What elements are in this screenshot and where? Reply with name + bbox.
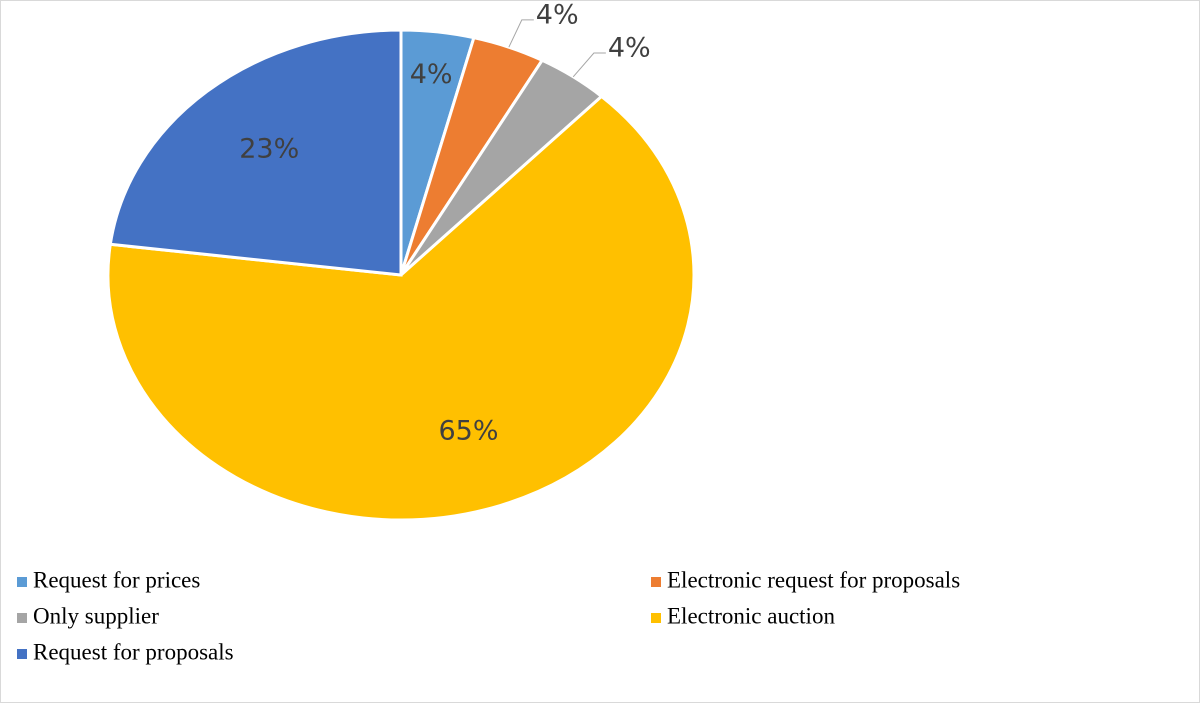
pie-slice (108, 28, 403, 277)
legend-swatch (651, 613, 661, 623)
legend-swatch (17, 649, 27, 659)
legend-swatch (651, 577, 661, 587)
data-label: 4% (410, 59, 453, 90)
legend-label: Electronic request for proposals (667, 567, 960, 592)
legend-swatch (17, 613, 27, 623)
data-label: 65% (438, 415, 498, 446)
legend-label: Request for proposals (33, 639, 234, 664)
legend-label: Request for prices (33, 567, 200, 592)
leader-line (508, 19, 534, 48)
leader-line (572, 52, 606, 78)
data-label: 23% (239, 134, 299, 165)
legend-label: Electronic auction (667, 603, 835, 628)
legend-label: Only supplier (33, 603, 159, 628)
data-label: 4% (608, 33, 651, 64)
data-label: 4% (536, 0, 579, 30)
legend-swatch (17, 577, 27, 587)
pie-slice (106, 94, 696, 522)
